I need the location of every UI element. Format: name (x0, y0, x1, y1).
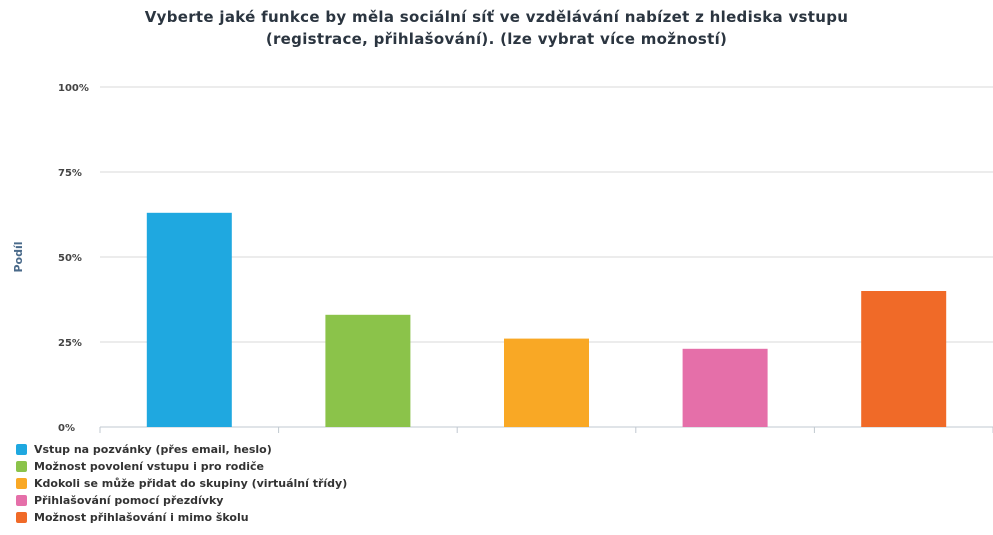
bar-chart: 0% 25% 50% 75% 100% Podíl (12, 83, 993, 434)
y-tick-label: 100% (58, 83, 89, 94)
y-axis-ticks: 0% 25% 50% 75% 100% (58, 83, 89, 434)
x-axis-ticks (99, 427, 993, 433)
bar[interactable] (146, 212, 232, 427)
y-tick-label: 0% (58, 423, 75, 434)
legend-item[interactable]: Kdokoli se může přidat do skupiny (virtu… (16, 475, 976, 492)
bar[interactable] (861, 291, 947, 427)
legend-label: Možnost přihlašování i mimo školu (34, 511, 249, 524)
bar[interactable] (682, 348, 768, 427)
legend-item[interactable]: Vstup na pozvánky (přes email, heslo) (16, 441, 976, 458)
legend-label: Kdokoli se může přidat do skupiny (virtu… (34, 477, 348, 490)
chart-title: Vyberte jaké funkce by měla sociální síť… (0, 6, 993, 50)
legend-label: Přihlašování pomocí přezdívky (34, 494, 224, 507)
bar[interactable] (325, 314, 411, 427)
y-axis-title: Podíl (12, 241, 25, 272)
y-tick-label: 50% (58, 253, 82, 264)
legend-swatch (16, 512, 27, 523)
legend-label: Vstup na pozvánky (přes email, heslo) (34, 443, 272, 456)
chart-title-line-1: Vyberte jaké funkce by měla sociální síť… (144, 8, 849, 26)
legend-swatch (16, 461, 27, 472)
legend-item[interactable]: Přihlašování pomocí přezdívky (16, 492, 976, 509)
chart-title-line-2: (registrace, přihlašování). (lze vybrat … (265, 30, 728, 48)
legend-swatch (16, 478, 27, 489)
legend-swatch (16, 495, 27, 506)
legend-item[interactable]: Možnost povolení vstupu i pro rodiče (16, 458, 976, 475)
y-tick-label: 25% (58, 338, 82, 349)
legend-item[interactable]: Možnost přihlašování i mimo školu (16, 509, 976, 526)
legend: Vstup na pozvánky (přes email, heslo) Mož… (16, 441, 976, 526)
legend-label: Možnost povolení vstupu i pro rodiče (34, 460, 264, 473)
bars (146, 212, 947, 427)
legend-swatch (16, 444, 27, 455)
bar[interactable] (504, 338, 589, 427)
y-tick-label: 75% (58, 168, 82, 179)
